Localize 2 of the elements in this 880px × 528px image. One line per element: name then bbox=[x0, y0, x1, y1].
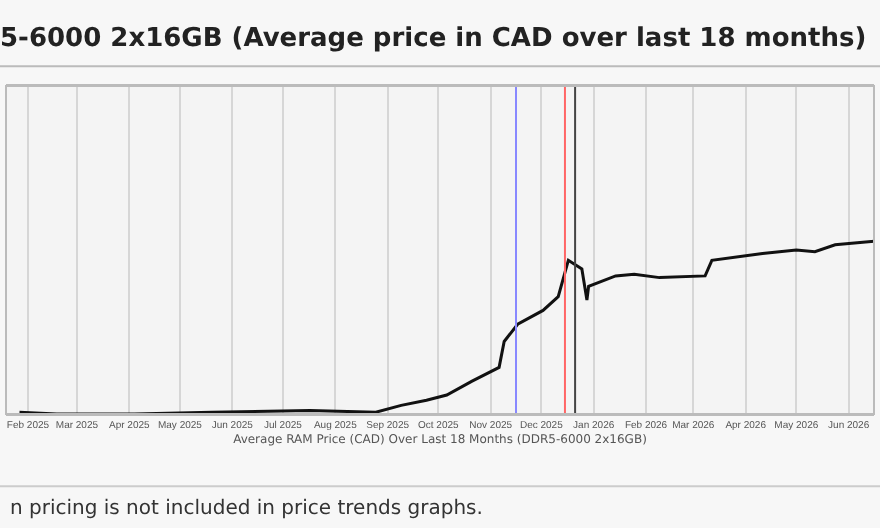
chart-title: 5-6000 2x16GB (Average price in CAD over last 18 months) bbox=[0, 24, 867, 55]
text: n pricing is not included in price trends graphs. bbox=[10, 498, 483, 520]
